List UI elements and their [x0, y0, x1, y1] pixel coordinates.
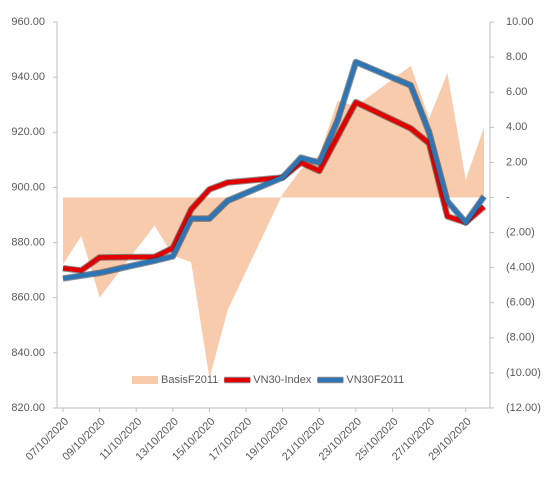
y2-tick-label: (2.00) — [506, 226, 535, 238]
line — [62, 59, 486, 281]
y-tick-label: 880.00 — [11, 236, 45, 248]
y2-tick-label: 6.00 — [506, 86, 527, 98]
y2-tick-label: - — [506, 191, 510, 203]
y2-tick-label: 10.00 — [506, 16, 534, 28]
y2-tick-label: 8.00 — [506, 51, 527, 63]
legend-label: BasisF2011 — [161, 374, 218, 386]
series-group — [62, 58, 487, 379]
y-tick-label: 960.00 — [11, 16, 45, 28]
legend-swatch — [132, 376, 158, 384]
legend-label: VN30-Index — [253, 374, 312, 386]
legend-label: VN30F2011 — [346, 374, 404, 386]
y-tick-label: 900.00 — [11, 181, 45, 193]
y-tick-label: 920.00 — [11, 126, 45, 138]
y2-tick-label: (6.00) — [506, 297, 535, 309]
y2-tick-label: 4.00 — [506, 121, 527, 133]
area — [63, 65, 484, 379]
y-tick-label: 940.00 — [11, 71, 45, 83]
y-tick-label: 860.00 — [11, 292, 45, 304]
y-tick-label: 840.00 — [11, 347, 45, 359]
y2-tick-label: 2.00 — [506, 156, 527, 168]
y2-tick-label: (4.00) — [506, 262, 535, 274]
y2-tick-label: (8.00) — [506, 332, 535, 344]
y2-tick-label: (12.00) — [506, 402, 541, 414]
y2-tick-label: (10.00) — [506, 367, 541, 379]
y-tick-label: 820.00 — [11, 402, 45, 414]
